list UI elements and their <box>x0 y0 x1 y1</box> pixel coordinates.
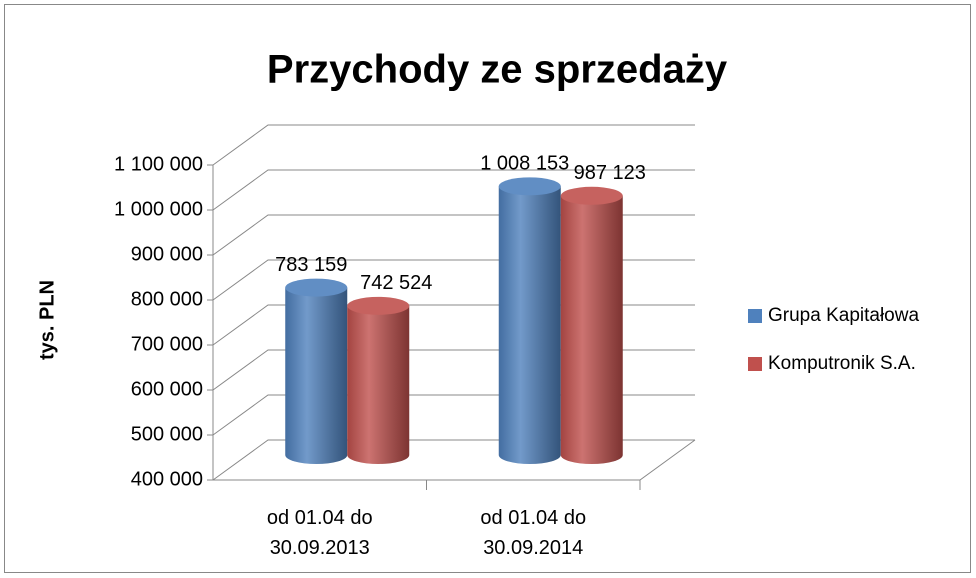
x-tick-label: od 01.04 do 30.09.2013 <box>266 507 373 559</box>
bar <box>347 296 410 464</box>
y-tick-label: 800 000 <box>131 288 203 310</box>
y-tick-label: 900 000 <box>131 243 203 265</box>
bar <box>498 177 561 464</box>
chart-title: Przychody ze sprzedaży <box>267 48 728 92</box>
data-label: 1 008 153 <box>480 153 569 175</box>
bar <box>560 186 623 464</box>
y-axis-label: tys. PLN <box>36 280 58 360</box>
data-label: 783 159 <box>275 254 347 276</box>
legend-swatch <box>748 309 762 323</box>
y-tick-label: 500 000 <box>131 423 203 445</box>
y-tick-label: 400 000 <box>131 468 203 490</box>
grid-line <box>212 169 695 211</box>
legend-label: Grupa Kapitałowa <box>768 305 919 326</box>
y-tick-label: 600 000 <box>131 378 203 400</box>
y-tick-label: 700 000 <box>131 333 203 355</box>
y-tick-label: 1 000 000 <box>114 198 203 220</box>
grid-line <box>212 124 695 166</box>
legend-label: Komputronik S.A. <box>768 353 916 374</box>
data-label: 742 524 <box>360 272 432 294</box>
data-label: 987 123 <box>574 162 646 184</box>
x-tick-label: od 01.04 do 30.09.2014 <box>480 507 587 559</box>
bar <box>285 278 348 464</box>
chart-border <box>4 4 971 573</box>
y-tick-label: 1 100 000 <box>114 153 203 175</box>
legend-swatch <box>748 357 762 371</box>
